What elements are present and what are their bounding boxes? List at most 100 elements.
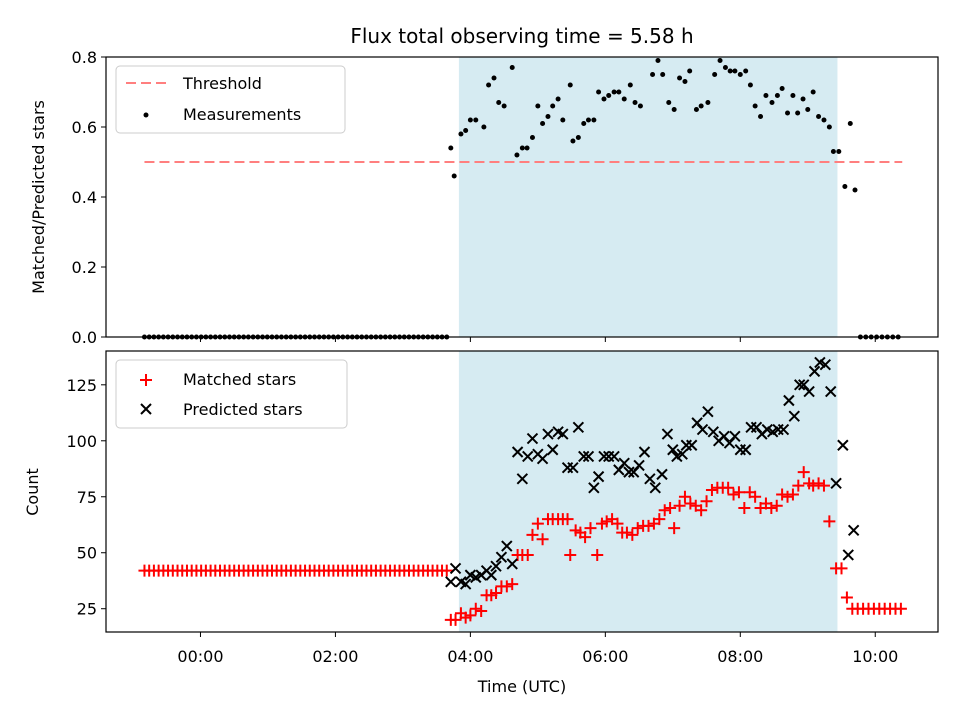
predicted-star-point: [506, 558, 518, 570]
measurement-point: [575, 135, 581, 140]
predicted-star-point: [567, 461, 579, 474]
measurement-point: [585, 117, 591, 123]
matched-star-point: [664, 501, 677, 514]
measurement-point: [774, 93, 780, 98]
count-y-tick-label: 75: [77, 488, 97, 507]
measurement-point: [800, 96, 806, 102]
predicted-star-point: [572, 421, 585, 434]
predicted-star-point: [729, 430, 741, 443]
measurement-point: [637, 103, 643, 109]
legend-matched-label: Matched stars: [183, 370, 296, 389]
measurement-point: [852, 187, 858, 193]
predicted-star-point: [542, 428, 554, 440]
measurement-point: [732, 68, 738, 74]
measurement-point: [785, 110, 791, 116]
predicted-star-point: [582, 450, 595, 463]
predicted-star-point: [676, 448, 688, 460]
measurement-point: [491, 75, 497, 81]
matched-star-point: [797, 466, 810, 479]
matched-star-point: [469, 602, 482, 615]
measurement-point: [805, 107, 811, 112]
predicted-star-point: [511, 446, 524, 458]
measurement-point: [816, 114, 822, 119]
measurement-points: [141, 58, 901, 340]
measurement-point: [737, 72, 743, 77]
count-x-ticks: 00:00 02:00 04:00 06:00 08:00 10:00: [177, 632, 898, 666]
predicted-star-point: [557, 428, 569, 440]
measurement-point: [555, 96, 561, 102]
ratio-y-ticks: 0.0 0.2 0.4 0.6 0.8: [72, 48, 106, 347]
measurement-point: [611, 89, 617, 95]
predicted-star-point: [793, 379, 806, 391]
predicted-star-point: [649, 482, 661, 494]
matched-star-point: [490, 587, 503, 600]
matched-star-point: [792, 479, 805, 492]
predicted-star-point: [546, 444, 559, 456]
predicted-star-point: [644, 473, 656, 485]
matched-star-point: [770, 499, 783, 512]
measurement-point: [550, 103, 556, 109]
matched-star-point: [823, 515, 836, 528]
count-y-tick-label: 25: [77, 600, 97, 619]
measurement-point: [570, 138, 576, 144]
predicted-star-point: [777, 423, 790, 436]
matched-star-point: [531, 517, 544, 530]
matched-star-point: [584, 522, 597, 535]
predicted-star-point: [830, 477, 842, 490]
predicted-star-point: [685, 439, 698, 451]
legend-predicted-swatch: [140, 403, 152, 415]
predicted-star-point: [608, 450, 620, 463]
matched-star-point: [506, 578, 519, 591]
matched-star-point: [440, 564, 453, 577]
matched-star-point: [579, 531, 592, 544]
predicted-star-point: [592, 470, 605, 483]
measurement-point: [650, 72, 656, 77]
predicted-star-point: [667, 444, 679, 456]
legend-predicted-label: Predicted stars: [183, 400, 303, 419]
matched-star-point: [611, 517, 624, 530]
matched-star-point: [620, 526, 633, 539]
measurement-point: [621, 96, 627, 102]
measurement-point: [581, 121, 587, 126]
ratio-y-tick-label: 0.4: [72, 188, 97, 207]
predicted-star-point: [696, 423, 709, 436]
ratio-panel: 0.00.20.40.60.8 Matched/Predicted stars …: [29, 48, 939, 347]
count-panel: 25 50 75 100 125 00:00 02:00 04:00 06:00 08:00 10…: [23, 350, 939, 696]
matched-star-point: [727, 488, 740, 501]
predicted-star-point: [495, 551, 508, 563]
measurement-point: [545, 114, 551, 119]
measurement-point: [560, 117, 566, 123]
matched-star-point: [722, 481, 735, 494]
predicted-star-point: [819, 358, 832, 371]
measurement-point: [747, 82, 753, 88]
measurement-point: [693, 107, 699, 112]
measurement-point: [712, 72, 718, 77]
ratio-x-ticks: [199, 337, 876, 342]
measurement-point: [763, 93, 769, 98]
matched-star-point: [591, 548, 604, 561]
count-legend-box: [115, 359, 348, 429]
predicted-star-point: [783, 394, 795, 407]
matched-star-point: [705, 484, 718, 497]
predicted-star-point: [842, 549, 854, 561]
measurement-point: [769, 100, 775, 105]
ratio-legend: Threshold Measurements: [115, 65, 346, 134]
predicted-star-point: [522, 450, 534, 463]
measurement-point: [677, 75, 683, 81]
matched-stars-points: [138, 466, 907, 626]
count-y-tick-label: 100: [66, 432, 97, 451]
measurement-point: [451, 173, 457, 179]
predicted-star-point: [656, 468, 668, 481]
measurement-point: [752, 103, 758, 109]
count-x-tick-label: 06:00: [582, 647, 628, 666]
measurement-point: [496, 100, 502, 105]
measurement-point: [467, 117, 473, 123]
predicted-star-point: [459, 578, 472, 590]
matched-star-point: [449, 613, 462, 626]
measurement-point: [535, 103, 541, 109]
figure-title: Flux total observing time = 5.58 h: [350, 24, 693, 48]
matched-star-point: [626, 528, 639, 541]
measurement-point: [529, 135, 535, 140]
ratio-y-tick-label: 0.0: [72, 328, 97, 347]
ratio-y-tick-label: 0.8: [72, 48, 97, 67]
